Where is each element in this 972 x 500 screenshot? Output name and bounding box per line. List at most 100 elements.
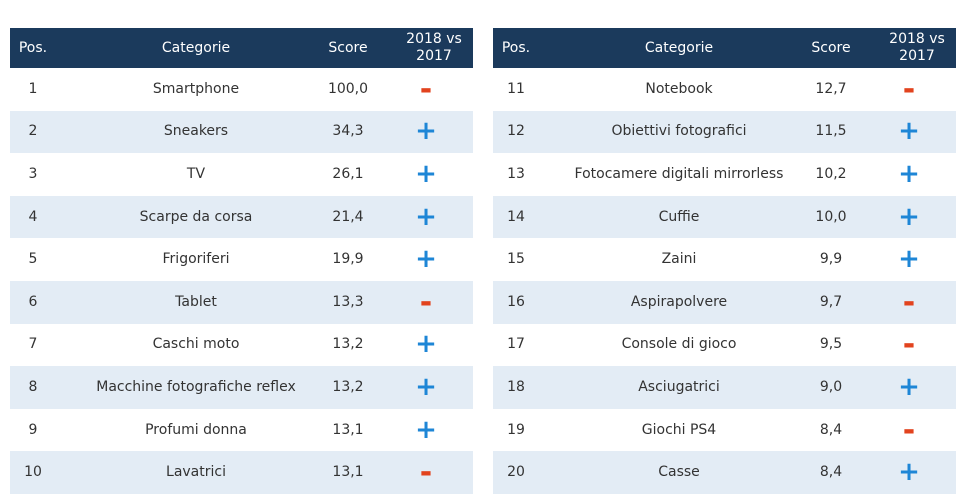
table-row: 12 Obiettivi fotografici 11,5 + [493, 110, 956, 154]
position-cell: 4 [28, 208, 38, 225]
score-cell: 100,0 [327, 80, 369, 97]
category-cell: Aspirapolvere [630, 293, 728, 310]
score-cell: 13,2 [332, 378, 364, 395]
table-row: 20 Casse 8,4 + [493, 451, 956, 494]
position-cell: 11 [507, 80, 525, 97]
position-cell: 10 [24, 464, 42, 481]
header-cell: Pos. [18, 39, 48, 56]
score-cell: 13,1 [332, 421, 364, 438]
ranking-table: Pos. Categorie Score 2018 vs 2017 1 Smartphon… [10, 28, 473, 494]
position-cell: 1 [28, 80, 38, 97]
table-row: 5 Frigoriferi 19,9 + [10, 238, 473, 281]
score-cell: 9,0 [819, 378, 843, 395]
trend-cell: + [415, 201, 437, 232]
trend-cell: + [415, 244, 437, 275]
trend-cell: + [415, 116, 437, 147]
category-cell: Profumi donna [145, 421, 247, 438]
trend-cell: - [419, 455, 433, 491]
category-cell: Cuffie [658, 208, 700, 225]
position-cell: 20 [507, 464, 525, 481]
table-row: 6 Tablet 13,3 - [10, 280, 473, 324]
position-cell: 7 [28, 336, 38, 353]
position-cell: 8 [28, 378, 38, 395]
trend-cell: + [415, 371, 437, 402]
header-row: Pos. Categorie Score 2018 vs 2017 [10, 28, 473, 68]
score-cell: 9,7 [819, 293, 843, 310]
trend-cell: - [419, 71, 433, 107]
table-row: 14 Cuffie 10,0 + [493, 195, 956, 239]
table-row: 2 Sneakers 34,3 + [10, 110, 473, 154]
trend-cell: - [902, 327, 916, 363]
position-cell: 17 [507, 336, 525, 353]
table-row: 15 Zaini 9,9 + [493, 238, 956, 281]
position-cell: 16 [507, 293, 525, 310]
score-cell: 13,1 [332, 464, 364, 481]
category-cell: Caschi moto [152, 336, 240, 353]
table-row: 7 Caschi moto 13,2 + [10, 324, 473, 367]
table-row: 3 TV 26,1 + [10, 153, 473, 196]
position-cell: 12 [507, 123, 525, 140]
trend-cell: + [898, 158, 920, 189]
category-cell: TV [186, 165, 206, 182]
score-cell: 9,5 [819, 336, 843, 353]
header-cell: 2018 vs 2017 [889, 31, 945, 64]
score-cell: 19,9 [332, 251, 364, 268]
trend-cell: + [898, 201, 920, 232]
header-cell: Categorie [161, 39, 231, 56]
score-cell: 9,9 [819, 251, 843, 268]
header-row: Pos. Categorie Score 2018 vs 2017 [493, 28, 956, 68]
category-cell: Notebook [645, 80, 713, 97]
table-row: 16 Aspirapolvere 9,7 - [493, 280, 956, 324]
category-cell: Lavatrici [166, 464, 226, 481]
category-cell: Tablet [175, 293, 217, 310]
table-row: 1 Smartphone 100,0 - [10, 68, 473, 111]
position-cell: 5 [28, 251, 38, 268]
table-row: 9 Profumi donna 13,1 + [10, 409, 473, 452]
category-cell: Asciugatrici [638, 378, 720, 395]
trend-cell: - [902, 71, 916, 107]
trend-cell: - [902, 412, 916, 448]
position-cell: 9 [28, 421, 38, 438]
position-cell: 18 [507, 378, 525, 395]
score-cell: 34,3 [332, 123, 364, 140]
trend-cell: + [415, 158, 437, 189]
position-cell: 19 [507, 421, 525, 438]
position-cell: 14 [507, 208, 525, 225]
trend-cell: - [419, 284, 433, 320]
trend-cell: + [898, 457, 920, 488]
table-row: 17 Console di gioco 9,5 - [493, 324, 956, 367]
score-cell: 11,5 [815, 123, 847, 140]
trend-cell: - [902, 284, 916, 320]
header-cell: Pos. [501, 39, 531, 56]
score-cell: 13,2 [332, 336, 364, 353]
position-cell: 2 [28, 123, 38, 140]
header-cell: Categorie [644, 39, 714, 56]
category-cell: Zaini [661, 251, 697, 268]
position-cell: 3 [28, 165, 38, 182]
score-cell: 13,3 [332, 293, 364, 310]
table-row: 4 Scarpe da corsa 21,4 + [10, 195, 473, 239]
header-cell: Score [328, 39, 368, 56]
score-cell: 8,4 [819, 421, 843, 438]
table-row: 19 Giochi PS4 8,4 - [493, 409, 956, 452]
table-row: 10 Lavatrici 13,1 - [10, 451, 473, 494]
trend-cell: + [898, 371, 920, 402]
position-cell: 6 [28, 293, 38, 310]
category-cell: Giochi PS4 [641, 421, 717, 438]
category-cell: Macchine fotografiche reflex [96, 378, 296, 395]
position-cell: 15 [507, 251, 525, 268]
table-row: 8 Macchine fotografiche reflex 13,2 + [10, 366, 473, 409]
header-cell: Score [811, 39, 851, 56]
table-row: 18 Asciugatrici 9,0 + [493, 366, 956, 409]
trend-cell: + [898, 116, 920, 147]
trend-cell: + [415, 329, 437, 360]
score-cell: 26,1 [332, 165, 364, 182]
score-cell: 10,0 [815, 208, 847, 225]
category-cell: Obiettivi fotografici [611, 123, 747, 140]
category-cell: Sneakers [163, 123, 229, 140]
trend-cell: + [415, 414, 437, 445]
position-cell: 13 [507, 165, 525, 182]
header-cell: 2018 vs 2017 [406, 31, 462, 64]
table-row: 13 Fotocamere digitali mirrorless 10,2 + [493, 153, 956, 196]
